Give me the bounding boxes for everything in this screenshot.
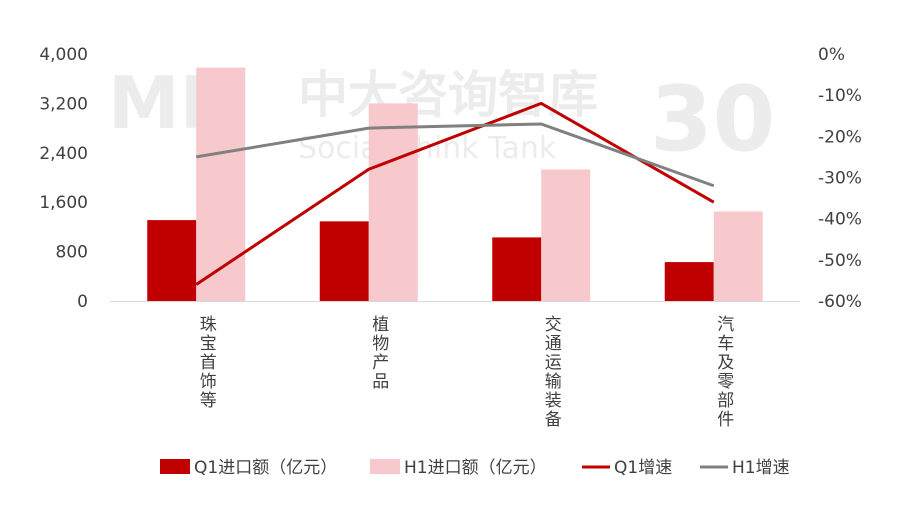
y-left-tick-label: 4,000 — [39, 45, 88, 65]
bar-h1 — [541, 169, 591, 301]
category-label-char: 品 — [372, 372, 389, 392]
bar-q1 — [319, 221, 369, 301]
y-right-tick-label: -20% — [818, 127, 862, 147]
category-label-char: 等 — [200, 391, 217, 411]
y-right-tick-label: 0% — [818, 45, 845, 65]
legend-swatch — [160, 459, 190, 474]
legend-swatch — [370, 459, 400, 474]
category-label-char: 交 — [545, 315, 562, 335]
bar-h1 — [368, 103, 418, 302]
watermark-badge: 30 — [650, 67, 775, 172]
legend-label: H1增速 — [732, 458, 790, 478]
category-label-char: 植 — [372, 315, 389, 335]
y-left-tick-label: 3,200 — [39, 94, 88, 114]
line-h1-growth — [196, 122, 715, 188]
y-right-tick-label: -60% — [818, 292, 862, 312]
category-label-char: 饰 — [200, 372, 217, 392]
category-label-char: 零 — [717, 372, 734, 392]
legend: Q1进口额（亿元） H1进口额（亿元） Q1增速 H1增速 — [160, 458, 790, 478]
category-label-char: 珠 — [200, 315, 217, 335]
category-label-char: 物 — [372, 334, 389, 354]
bar-q1 — [147, 220, 197, 301]
category-label-char: 备 — [545, 410, 562, 430]
category-label-char: 宝 — [200, 334, 217, 354]
y-left-tick-label: 1,600 — [39, 193, 88, 213]
legend-label: H1进口额（亿元） — [404, 458, 547, 478]
category-label-char: 通 — [545, 334, 562, 354]
category-label-char: 运 — [545, 353, 562, 373]
y-right-tick-label: -50% — [818, 251, 862, 271]
y-right-tick-label: -30% — [818, 169, 862, 189]
watermark-name: 中大咨询智库 — [298, 66, 598, 124]
y-left-tick-label: 2,400 — [39, 144, 88, 164]
watermark-subtitle: Social Think Tank — [298, 131, 557, 166]
y-left-tick-label: 800 — [56, 243, 88, 263]
y-right-tick-label: -10% — [818, 86, 862, 106]
category-label-char: 装 — [545, 391, 562, 411]
bar-h1 — [713, 211, 763, 301]
category-label-char: 及 — [717, 353, 734, 373]
category-label-char: 部 — [717, 391, 734, 411]
line-q1-growth — [195, 101, 715, 286]
category-label-char: 首 — [200, 353, 217, 373]
category-label-char: 输 — [545, 372, 562, 392]
y-left-tick-label: 0 — [77, 292, 88, 312]
legend-label: Q1增速 — [614, 458, 672, 478]
bar-q1 — [492, 237, 542, 301]
category-label-char: 产 — [372, 353, 389, 373]
category-label-char: 件 — [717, 410, 734, 430]
plot-area: 0 800 1,600 2,400 3,200 4,000 -60% -50% -40% -30%… — [39, 45, 862, 430]
bar-h1 — [196, 67, 246, 302]
category-label-char: 汽 — [717, 315, 734, 335]
bar-q1 — [664, 262, 714, 301]
y-right-tick-label: -40% — [818, 210, 862, 230]
category-label-char: 车 — [717, 334, 734, 354]
legend-label: Q1进口额（亿元） — [194, 458, 337, 478]
